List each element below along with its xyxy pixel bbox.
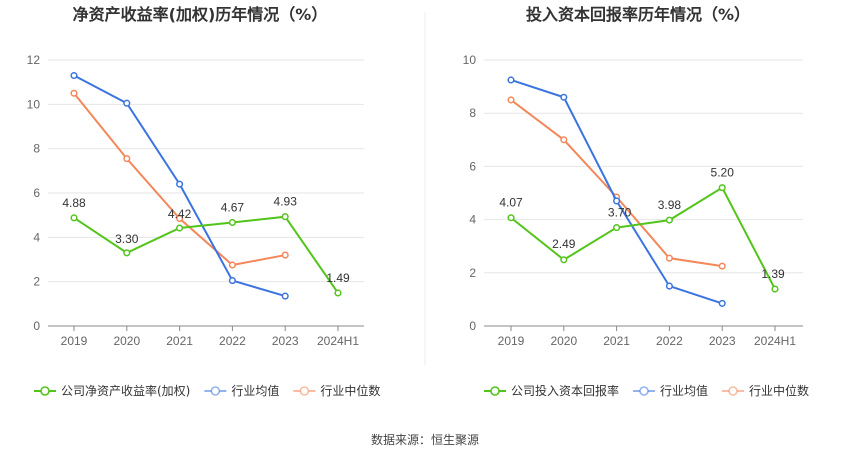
legend-label: 行业均值	[231, 383, 279, 398]
data-point	[507, 76, 515, 84]
data-point	[718, 299, 726, 307]
y-tick-label: 8	[33, 142, 40, 156]
data-point	[771, 285, 779, 293]
x-tick-label: 2021	[603, 334, 630, 348]
data-label: 3.70	[608, 206, 632, 220]
y-tick-label: 2	[469, 266, 476, 280]
data-point	[70, 89, 78, 97]
series-line	[510, 99, 723, 268]
x-tick-label: 2020	[113, 334, 140, 348]
data-point	[281, 251, 289, 259]
legend-marker	[299, 386, 310, 396]
y-tick-label: 8	[469, 106, 476, 120]
data-point	[123, 155, 131, 163]
y-tick-label: 4	[33, 230, 40, 244]
series-line	[73, 215, 339, 294]
data-point	[176, 224, 184, 232]
y-tick-label: 4	[469, 213, 476, 227]
legend-marker	[490, 386, 500, 396]
legend-label: 行业均值	[660, 383, 708, 398]
data-point	[281, 292, 289, 300]
data-point	[123, 249, 131, 257]
legend-label: 行业中位数	[749, 383, 809, 398]
data-point	[560, 136, 568, 144]
roe-chart-panel: 净资产收益率(加权)历年情况（%） 0 2 4 6 8 10 12 2019 2020 2021 20…	[27, 5, 381, 398]
x-tick-label: 2023	[272, 334, 299, 348]
data-point	[176, 180, 184, 188]
legend-label: 公司投入资本回报率	[511, 383, 619, 398]
data-label: 4.93	[274, 195, 298, 209]
data-point	[334, 289, 342, 297]
data-point	[665, 216, 673, 224]
data-point	[228, 277, 236, 285]
y-tick-label: 0	[469, 319, 476, 333]
data-point	[70, 71, 78, 80]
series-line	[510, 186, 776, 290]
data-point	[281, 213, 289, 221]
y-tick-label: 0	[33, 319, 40, 333]
data-point	[718, 262, 726, 270]
data-point	[176, 214, 184, 223]
x-tick-label: 2024H1	[317, 334, 359, 348]
data-point	[718, 184, 726, 192]
data-point	[70, 214, 78, 222]
data-label: 4.88	[62, 196, 86, 210]
data-label: 2.49	[552, 237, 576, 251]
x-tick-label: 2020	[550, 334, 577, 348]
data-point	[613, 224, 621, 232]
data-point	[613, 197, 621, 205]
x-tick-label: 2022	[656, 334, 683, 348]
y-tick-label: 12	[27, 53, 41, 67]
data-label: 3.30	[115, 232, 139, 246]
legend-label: 公司净资产收益率(加权)	[61, 383, 190, 398]
legend-marker	[40, 386, 50, 396]
data-label: 1.39	[761, 267, 785, 281]
legend-marker	[639, 386, 649, 396]
data-label: 4.67	[221, 200, 245, 214]
x-tick-label: 2019	[498, 334, 525, 348]
x-tick-label: 2021	[166, 334, 193, 348]
chart-title: 净资产收益率(加权)历年情况（%）	[73, 5, 328, 24]
data-label: 3.98	[658, 198, 682, 212]
data-label: 4.42	[168, 207, 192, 221]
data-point	[665, 282, 673, 290]
x-tick-label: 2023	[709, 334, 736, 348]
y-tick-label: 10	[27, 97, 41, 111]
legend-marker	[728, 386, 738, 396]
source-footer: 数据来源：恒生聚源	[370, 433, 479, 447]
y-tick-label: 6	[469, 159, 476, 173]
data-point	[560, 93, 568, 101]
data-point	[507, 96, 515, 104]
data-label: 4.07	[499, 196, 523, 210]
y-tick-label: 10	[463, 53, 477, 67]
x-tick-label: 2019	[61, 334, 88, 348]
data-point	[228, 261, 236, 269]
data-point	[560, 256, 568, 264]
x-tick-label: 2022	[219, 334, 246, 348]
data-label: 5.20	[711, 166, 735, 180]
chart-title: 投入资本回报率历年情况（%）	[526, 5, 750, 24]
roic-chart-panel: 投入资本回报率历年情况（%） 0 2 4 6 8 10 2019 2020 2021 2022 202…	[463, 5, 809, 398]
x-tick-label: 2024H1	[754, 334, 796, 348]
legend-label: 行业中位数	[320, 383, 380, 398]
y-tick-label: 2	[33, 275, 40, 289]
data-label: 1.49	[326, 271, 350, 285]
data-point	[665, 254, 673, 262]
data-point	[507, 214, 515, 222]
data-point	[123, 99, 131, 107]
y-tick-label: 6	[33, 186, 40, 200]
data-point	[228, 218, 236, 227]
legend-marker	[210, 386, 221, 396]
